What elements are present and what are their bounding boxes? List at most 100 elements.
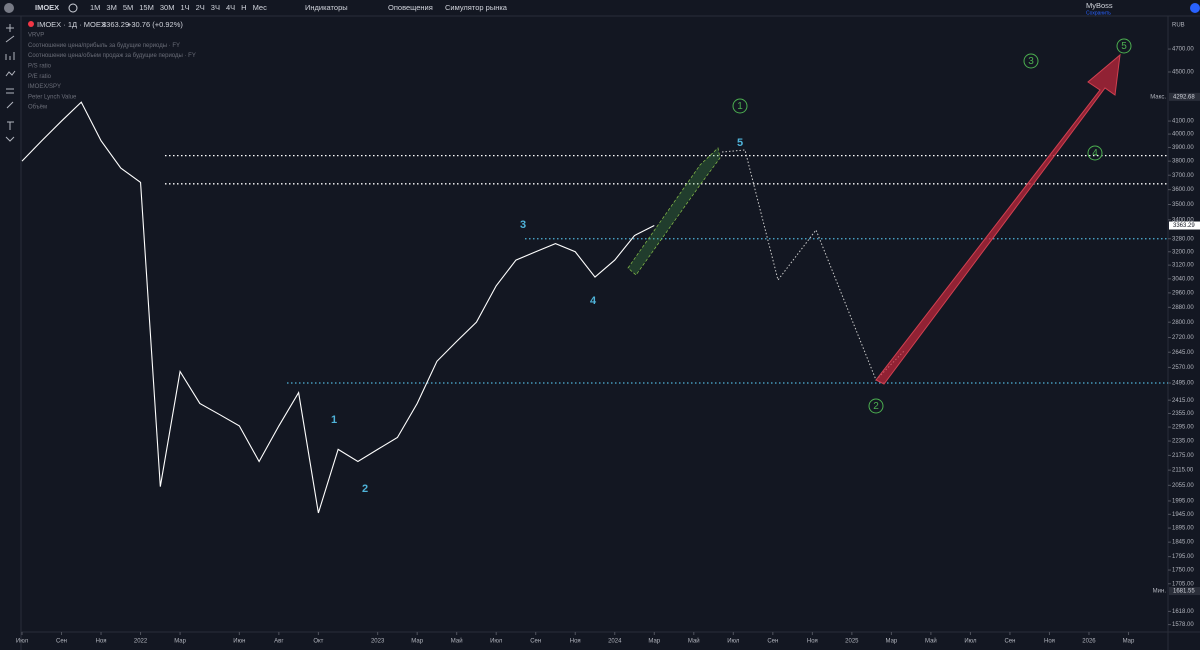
x-tick-label: Сен — [530, 639, 541, 645]
y-tick-label: 2495.00 — [1172, 381, 1194, 387]
wave-circle — [1023, 53, 1039, 69]
interval[interactable]: 3М — [106, 3, 116, 12]
indicator[interactable]: P/S ratio — [28, 63, 52, 69]
interval[interactable]: 3Ч — [211, 3, 220, 12]
wave-label: 3 — [1028, 56, 1034, 67]
indicator[interactable]: IMOEX/SPY — [28, 84, 61, 90]
top-bar — [0, 0, 1200, 16]
x-tick-label: 2023 — [371, 639, 385, 645]
y-tick-label: 2800.00 — [1172, 320, 1194, 326]
symbol[interactable]: IMOEX — [35, 3, 59, 12]
wave-circle — [868, 398, 884, 414]
indicator[interactable]: VRVP — [28, 33, 44, 39]
y-tick-label: 1705.00 — [1172, 581, 1194, 587]
price-label-bg — [1169, 221, 1200, 230]
x-tick-label: Июл — [964, 639, 977, 645]
x-tick-label: Ноя — [1044, 639, 1055, 645]
wave-label: 5 — [1121, 41, 1127, 52]
x-tick-label: Ноя — [96, 639, 107, 645]
interval[interactable]: 30М — [160, 3, 175, 12]
alerts[interactable]: Оповещения — [388, 3, 433, 12]
x-tick-label: 2026 — [1082, 639, 1096, 645]
y-tick-label: 2415.00 — [1172, 398, 1194, 404]
x-tick-label: 2024 — [608, 639, 622, 645]
x-tick-label: Окт — [313, 639, 323, 645]
y-tick-label: 1995.00 — [1172, 499, 1194, 505]
wave-circle — [1087, 145, 1103, 161]
interval[interactable]: 1Ч — [180, 3, 189, 12]
y-tick-label: 2355.00 — [1172, 411, 1194, 417]
indicator[interactable]: P/E ratio — [28, 74, 52, 80]
y-tick-label: 1750.00 — [1172, 568, 1194, 574]
y-tick-label: 2645.00 — [1172, 350, 1194, 356]
indicator[interactable]: Соотношение цена/объем продаж за будущие… — [28, 53, 196, 59]
x-tick-label: Ноя — [570, 639, 581, 645]
x-tick-label: 2022 — [134, 639, 148, 645]
wave-label: 3 — [520, 219, 526, 231]
y-tick-label: 2235.00 — [1172, 439, 1194, 445]
wave-label: 2 — [873, 401, 879, 412]
price-label-bg — [1169, 587, 1200, 596]
y-tick-label: 3120.00 — [1172, 263, 1194, 269]
price-label: 1681.55 — [1173, 589, 1195, 595]
price-label-name: Макс. — [1150, 94, 1166, 100]
y-tick-label: 1795.00 — [1172, 554, 1194, 560]
save[interactable]: Сохранить — [1086, 10, 1111, 16]
publish[interactable] — [1190, 3, 1200, 13]
x-tick-label: Мар — [648, 639, 660, 645]
y-tick-label: 1895.00 — [1172, 526, 1194, 532]
wave-circle — [732, 98, 748, 114]
y-tick-label: 1578.00 — [1172, 622, 1194, 628]
currency[interactable]: RUB — [1172, 23, 1185, 29]
interval[interactable]: 1М — [90, 3, 100, 12]
price-label: 3363.29 — [1173, 223, 1195, 229]
y-tick-label: 4700.00 — [1172, 47, 1194, 53]
interval[interactable]: 2Ч — [196, 3, 205, 12]
y-tick-label: 4000.00 — [1172, 132, 1194, 138]
x-tick-label: Май — [688, 638, 700, 645]
x-tick-label: Ноя — [807, 639, 818, 645]
x-tick-label: Сен — [767, 639, 778, 645]
avatar[interactable] — [4, 3, 14, 13]
y-tick-label: 2295.00 — [1172, 425, 1194, 431]
x-tick-label: Мар — [411, 639, 423, 645]
user[interactable]: MyBoss — [1086, 1, 1113, 10]
interval[interactable]: 15М — [139, 3, 154, 12]
x-tick-label: Авг — [274, 639, 284, 645]
legend-change: +30.76 (+0.92%) — [127, 20, 183, 29]
interval[interactable]: 4Ч — [226, 3, 235, 12]
x-tick-label: Май — [451, 638, 463, 645]
y-tick-label: 1845.00 — [1172, 540, 1194, 546]
wave-circle — [1116, 38, 1132, 54]
y-tick-label: 4500.00 — [1172, 70, 1194, 76]
indicator[interactable]: Соотношение цена/прибыль за будущие пери… — [28, 43, 180, 49]
y-tick-label: 3500.00 — [1172, 202, 1194, 208]
y-tick-label: 3600.00 — [1172, 187, 1194, 193]
replay[interactable]: Симулятор рынка — [445, 3, 508, 12]
y-tick-label: 1618.00 — [1172, 609, 1194, 615]
toolbar-left — [5, 24, 16, 142]
x-tick-label: Мар — [1123, 639, 1135, 645]
indicator[interactable]: Peter Lynch Value — [28, 94, 77, 100]
price-label-name: Мин. — [1153, 589, 1167, 595]
y-tick-label: 3400.00 — [1172, 217, 1194, 223]
x-tick-label: 2025 — [845, 639, 859, 645]
interval[interactable]: 5М — [123, 3, 133, 12]
interval[interactable]: Мес — [253, 3, 268, 12]
add-icon[interactable] — [68, 3, 78, 13]
wave-label: 1 — [331, 414, 337, 426]
indicators[interactable]: Индикаторы — [305, 3, 348, 12]
x-tick-label: Июл — [16, 639, 29, 645]
wave-label: 4 — [590, 295, 597, 307]
legend-price: 3363.29 — [102, 20, 129, 29]
y-tick-label: 2880.00 — [1172, 305, 1194, 311]
indicator[interactable]: Объём — [28, 105, 47, 111]
interval[interactable]: Н — [241, 3, 246, 12]
legend-title: IMOEX · 1Д · MOEX — [37, 20, 106, 29]
x-tick-label: Мар — [886, 639, 898, 645]
y-tick-label: 2115.00 — [1172, 468, 1194, 474]
wave-label: 2 — [362, 483, 368, 495]
x-tick-label: Сен — [56, 639, 67, 645]
